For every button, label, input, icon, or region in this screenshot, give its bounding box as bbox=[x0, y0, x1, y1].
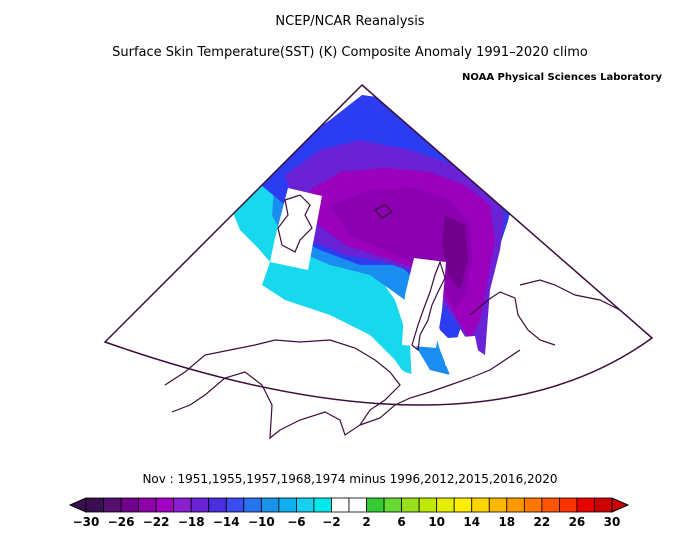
coastline-kara bbox=[469, 291, 556, 346]
colorbar-swatch bbox=[366, 497, 385, 513]
coastline-svalbard bbox=[277, 194, 313, 253]
coastlines bbox=[164, 194, 621, 440]
colorbar-swatch bbox=[383, 497, 403, 513]
colorbar-swatch bbox=[313, 497, 332, 513]
colorbar-ticks: −30 −26 −22 −18 −14 −10 −6 −2 2 6 10 14 18 22 26 30 bbox=[73, 515, 621, 529]
colorbar-swatch bbox=[85, 497, 104, 513]
colorbar-swatch bbox=[331, 497, 350, 513]
land-mass bbox=[105, 300, 652, 406]
colorbar-tick-label: −18 bbox=[178, 515, 205, 529]
colorbar-tick-label: 2 bbox=[362, 515, 370, 529]
coastline-kola bbox=[359, 349, 521, 426]
colorbar-swatch bbox=[523, 497, 543, 513]
colorbar-tick-label: 26 bbox=[569, 515, 586, 529]
colorbar-arrow-right bbox=[611, 497, 630, 513]
colorbar-swatch bbox=[471, 497, 490, 513]
missing-patch-svalbard bbox=[270, 188, 322, 270]
colorbar-swatch bbox=[401, 497, 420, 513]
colorbar-swatch bbox=[436, 497, 455, 513]
missing-patch-novaya-zemlya bbox=[402, 258, 446, 348]
colorbar-swatch bbox=[243, 497, 262, 513]
colorbar-tick-label: 10 bbox=[428, 515, 445, 529]
map-frame bbox=[103, 83, 654, 406]
colorbar-tick-label: 6 bbox=[397, 515, 405, 529]
colorbar-swatch bbox=[541, 497, 560, 513]
colorbar-tick-label: 18 bbox=[498, 515, 515, 529]
colorbar-tick-label: −14 bbox=[213, 515, 240, 529]
colorbar-swatch bbox=[173, 497, 192, 513]
colorbar-swatch bbox=[453, 497, 473, 513]
chart-title-line-1: NCEP/NCAR Reanalysis bbox=[275, 14, 425, 29]
strong-anomaly-core-inner bbox=[442, 215, 468, 290]
colorbar-swatch bbox=[488, 497, 508, 513]
colorbar-swatch bbox=[190, 497, 210, 513]
colorbar-swatch bbox=[155, 497, 175, 513]
colorbar-tick-label: −10 bbox=[248, 515, 275, 529]
colorbar-tick-label: −26 bbox=[108, 515, 135, 529]
colorbar-swatch bbox=[138, 497, 157, 513]
colorbar-tick-label: 30 bbox=[604, 515, 621, 529]
colorbar-swatch bbox=[418, 497, 438, 513]
chart-title-line-2: Surface Skin Temperature(SST) (K) Compos… bbox=[112, 45, 588, 60]
coastline-taymyr bbox=[519, 279, 621, 311]
colorbar-tick-label: 22 bbox=[534, 515, 551, 529]
colorbar-swatch bbox=[295, 497, 315, 513]
colorbar-swatch bbox=[348, 497, 367, 513]
colorbar-swatches bbox=[68, 497, 630, 513]
credit-label: NOAA Physical Sciences Laboratory bbox=[462, 72, 663, 83]
composite-caption: Nov : 1951,1955,1957,1968,1974 minus 199… bbox=[142, 472, 558, 486]
coastline-novaya-zemlya bbox=[411, 260, 446, 352]
colorbar-tick-label: −30 bbox=[73, 515, 100, 529]
colorbar-swatch bbox=[278, 497, 297, 513]
colorbar-tick-label: −2 bbox=[322, 515, 340, 529]
colorbar-swatch bbox=[260, 497, 280, 513]
colorbar-swatch bbox=[594, 497, 613, 513]
coastline-scandinavia bbox=[164, 339, 401, 440]
colorbar-swatch bbox=[225, 497, 245, 513]
colorbar-swatch bbox=[103, 497, 122, 513]
coastline-franz-josef bbox=[374, 204, 393, 219]
colorbar-swatch bbox=[506, 497, 525, 513]
colorbar-tick-label: −22 bbox=[143, 515, 170, 529]
colorbar-tick-label: −6 bbox=[287, 515, 305, 529]
colorbar-swatch bbox=[576, 497, 595, 513]
colorbar-swatch bbox=[208, 497, 227, 513]
colorbar-arrow-left bbox=[68, 497, 87, 513]
colorbar-swatch bbox=[559, 497, 578, 513]
colorbar-tick-label: 14 bbox=[463, 515, 480, 529]
colorbar-swatch bbox=[120, 497, 139, 513]
missing-patch-kara-coast bbox=[445, 336, 480, 375]
